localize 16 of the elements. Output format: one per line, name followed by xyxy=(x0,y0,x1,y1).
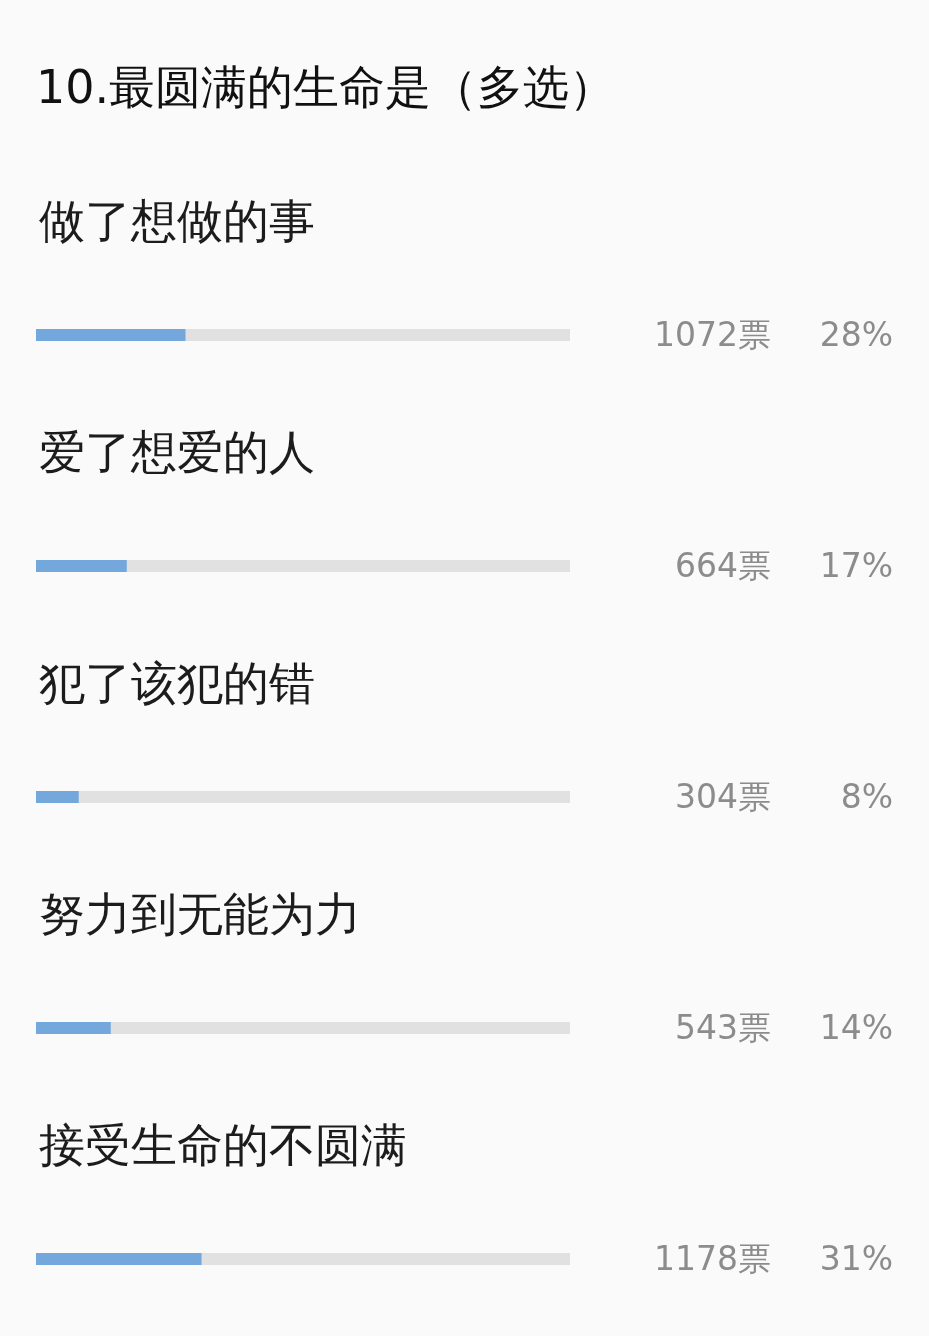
text: 664票 xyxy=(675,546,771,585)
data-label: 28% xyxy=(819,315,893,354)
y-tick-label: 犯了该犯的错 xyxy=(38,655,315,710)
y-tick-label: 做了想做的事 xyxy=(38,193,315,248)
y-tick-label: 接受生命的不圆满 xyxy=(38,1117,407,1172)
data-label: 31% xyxy=(819,1239,893,1278)
y-tick-label: 努力到无能为力 xyxy=(38,886,361,941)
text: 304票 xyxy=(675,777,771,816)
text: 543票 xyxy=(675,1008,771,1047)
text: 1178票 xyxy=(654,1239,771,1278)
data-label: 14% xyxy=(819,1008,893,1047)
data-label: 17% xyxy=(819,546,893,585)
y-tick-label: 爱了想爱的人 xyxy=(38,424,315,479)
text: 1072票 xyxy=(654,315,771,354)
data-label: 8% xyxy=(840,777,893,816)
chart-title: 10.最圆满的生命是（多选） xyxy=(36,60,616,114)
